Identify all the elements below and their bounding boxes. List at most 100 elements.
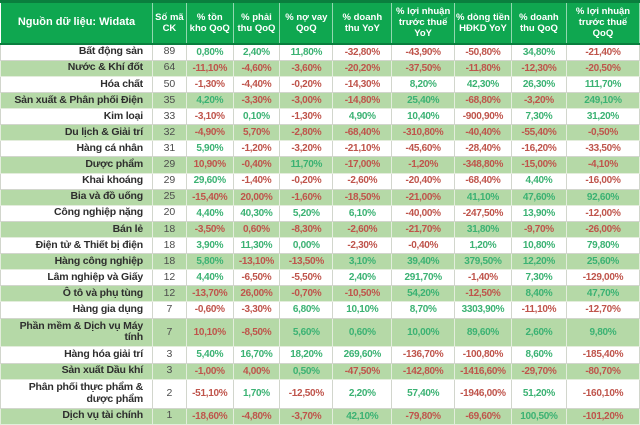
value-cell: -2,30%: [332, 236, 393, 255]
value-cell: 3,90%: [185, 236, 234, 255]
value-cell: 1,70%: [232, 378, 281, 409]
value-cell: 379,50%: [453, 253, 512, 271]
value-cell: -100,80%: [453, 346, 512, 364]
value-cell: 9,80%: [565, 317, 640, 348]
value-cell: -2,60%: [332, 172, 393, 190]
sector-label: Sản xuất Dầu khí: [0, 362, 153, 380]
value-cell: 11,80%: [279, 43, 334, 61]
value-cell: -13,50%: [279, 253, 334, 271]
value-cell: 79,80%: [565, 236, 640, 255]
value-cell: 31,20%: [565, 108, 640, 126]
sector-label: Lâm nghiệp và Giấy: [0, 269, 153, 287]
value-cell: -55,40%: [510, 124, 567, 142]
sector-label: Bia và đồ uống: [0, 188, 153, 206]
sector-row: Hóa chất 50 -1,30% -4,40% -0,20% -14,30% 8,20%…: [0, 75, 640, 93]
value-cell: 5,60%: [279, 317, 334, 348]
sector-row: Du lịch & Giải trí 32 -4,90% 5,70% -2,80% -68…: [0, 124, 640, 142]
value-cell: 34,80%: [510, 43, 567, 61]
data-source-header: Nguồn dữ liệu: Widata: [0, 0, 153, 45]
value-cell: -6,50%: [232, 269, 281, 287]
sector-label: Điện tử & Thiết bị điện: [0, 236, 153, 255]
sector-row: Hàng công nghiệp 18 5,80% -13,10% -13,50% 3,1…: [0, 253, 640, 271]
value-cell: -68,40%: [453, 172, 512, 190]
value-cell: -2,60%: [332, 220, 393, 238]
ticker-count: 29: [151, 172, 187, 190]
ticker-count: 64: [151, 59, 187, 77]
value-cell: 100,50%: [510, 407, 567, 425]
value-cell: 4,00%: [232, 362, 281, 380]
value-cell: -3,50%: [185, 220, 234, 238]
ticker-count: 18: [151, 220, 187, 238]
ticker-count: 7: [151, 317, 187, 348]
ticker-count: 89: [151, 43, 187, 61]
value-cell: -1,40%: [232, 172, 281, 190]
value-cell: -0,60%: [185, 301, 234, 319]
value-cell: -15,00%: [510, 156, 567, 174]
value-cell: -20,20%: [332, 59, 393, 77]
ticker-count: 12: [151, 285, 187, 303]
value-cell: -14,80%: [332, 91, 393, 110]
value-cell: -310,80%: [391, 124, 455, 142]
value-cell: -1,20%: [391, 156, 455, 174]
sector-row: Công nghiệp nặng 20 4,40% 40,30% 5,20% 6,10% -…: [0, 204, 640, 222]
sector-label: Kim loại: [0, 108, 153, 126]
ticker-count: 32: [151, 124, 187, 142]
value-cell: 40,30%: [232, 204, 281, 222]
value-cell: -20,40%: [391, 172, 455, 190]
value-cell: -4,40%: [232, 75, 281, 93]
value-cell: -4,80%: [232, 407, 281, 425]
value-cell: 10,00%: [391, 317, 455, 348]
sector-label: Dịch vụ tài chính: [0, 407, 153, 425]
value-cell: 4,20%: [185, 91, 234, 110]
value-cell: 5,90%: [185, 140, 234, 158]
ticker-count: 29: [151, 156, 187, 174]
value-cell: -185,40%: [565, 346, 640, 364]
value-cell: 7,30%: [510, 269, 567, 287]
value-cell: -8,50%: [232, 317, 281, 348]
value-cell: -79,80%: [391, 407, 455, 425]
sector-label: Bán lẻ: [0, 220, 153, 238]
sector-label: Công nghiệp nặng: [0, 204, 153, 222]
value-cell: -28,40%: [453, 140, 512, 158]
ticker-count: 20: [151, 204, 187, 222]
value-cell: -1,30%: [279, 108, 334, 126]
value-cell: -1,40%: [453, 269, 512, 287]
value-cell: -0,70%: [279, 285, 334, 303]
sector-row: Điện tử & Thiết bị điện 18 3,90% 11,30% 0,00…: [0, 236, 640, 255]
sector-label: Hàng cá nhân: [0, 140, 153, 158]
value-cell: 4,90%: [332, 108, 393, 126]
sector-row: Bất động sản 89 0,80% 2,40% 11,80% -32,80% -43…: [0, 43, 640, 61]
value-cell: -348,80%: [453, 156, 512, 174]
ticker-count: 31: [151, 140, 187, 158]
sector-label: Hàng công nghiệp: [0, 253, 153, 271]
value-cell: 0,60%: [232, 220, 281, 238]
value-cell: 29,60%: [185, 172, 234, 190]
sector-row: Ô tô và phụ tùng 12 -13,70% 26,00% -0,70% -10…: [0, 285, 640, 303]
value-cell: -2,80%: [279, 124, 334, 142]
value-cell: -1,00%: [185, 362, 234, 380]
value-cell: -0,50%: [565, 124, 640, 142]
value-cell: 54,20%: [391, 285, 455, 303]
value-cell: -0,20%: [279, 172, 334, 190]
header-cell-pretax-profit-yoy: % lợi nhuận trước thuế YoY: [391, 0, 455, 45]
value-cell: 12,20%: [510, 253, 567, 271]
value-cell: -40,40%: [453, 124, 512, 142]
value-cell: -9,70%: [510, 220, 567, 238]
ticker-count: 25: [151, 188, 187, 206]
value-cell: 57,40%: [391, 378, 455, 409]
value-cell: -16,20%: [510, 140, 567, 158]
value-cell: -29,70%: [510, 362, 567, 380]
sector-row: Phần mềm & Dịch vụ Máy tính 7 10,10% -8,50%…: [0, 317, 640, 348]
value-cell: 4,40%: [185, 269, 234, 287]
value-cell: 10,40%: [391, 108, 455, 126]
value-cell: -37,50%: [391, 59, 455, 77]
value-cell: 2,20%: [332, 378, 393, 409]
sector-label: Sản xuất & Phân phối Điện: [0, 91, 153, 110]
value-cell: -12,50%: [453, 285, 512, 303]
value-cell: 8,60%: [510, 346, 567, 364]
value-cell: 0,60%: [332, 317, 393, 348]
ticker-count: 18: [151, 236, 187, 255]
sector-label: Hàng gia dụng: [0, 301, 153, 319]
header-cell-operating-cashflow-yoy: % dòng tiền HĐKD YoY: [453, 0, 512, 45]
value-cell: -20,50%: [565, 59, 640, 77]
